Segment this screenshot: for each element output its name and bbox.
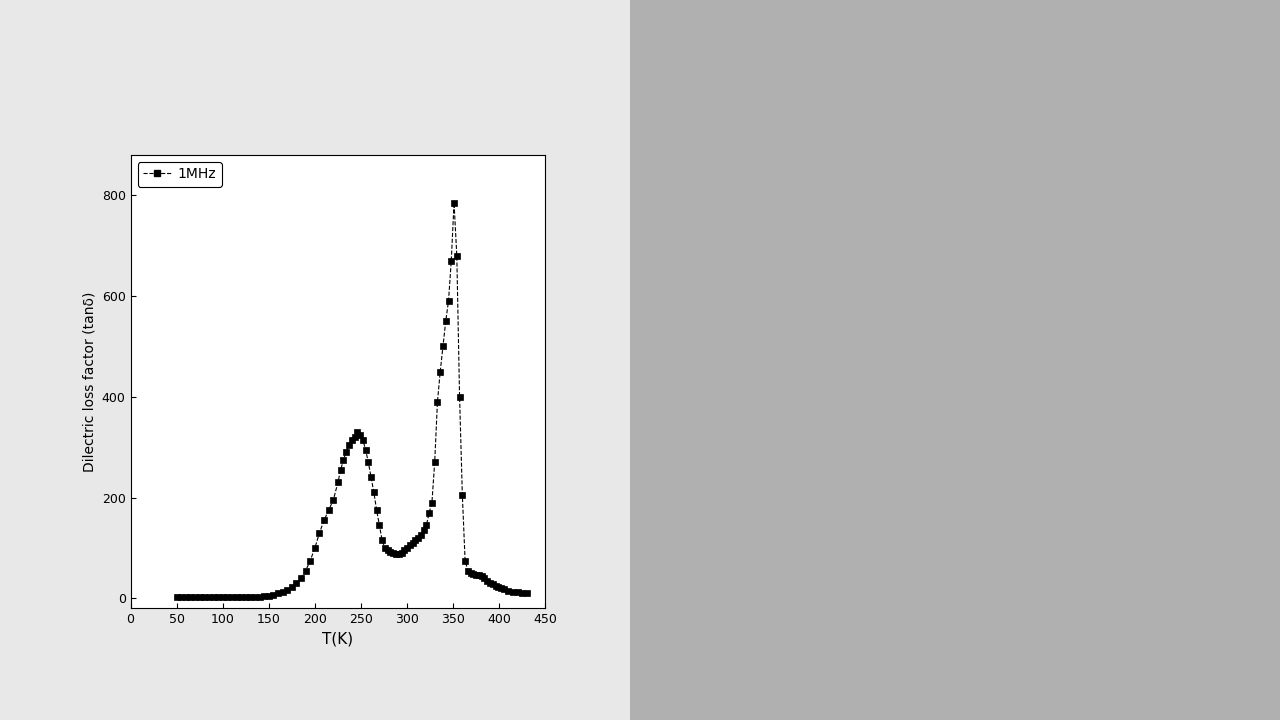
- Legend: 1MHz: 1MHz: [137, 162, 221, 187]
- Y-axis label: Dilectric loss factor (tanδ): Dilectric loss factor (tanδ): [82, 292, 96, 472]
- X-axis label: T(K): T(K): [323, 632, 353, 647]
